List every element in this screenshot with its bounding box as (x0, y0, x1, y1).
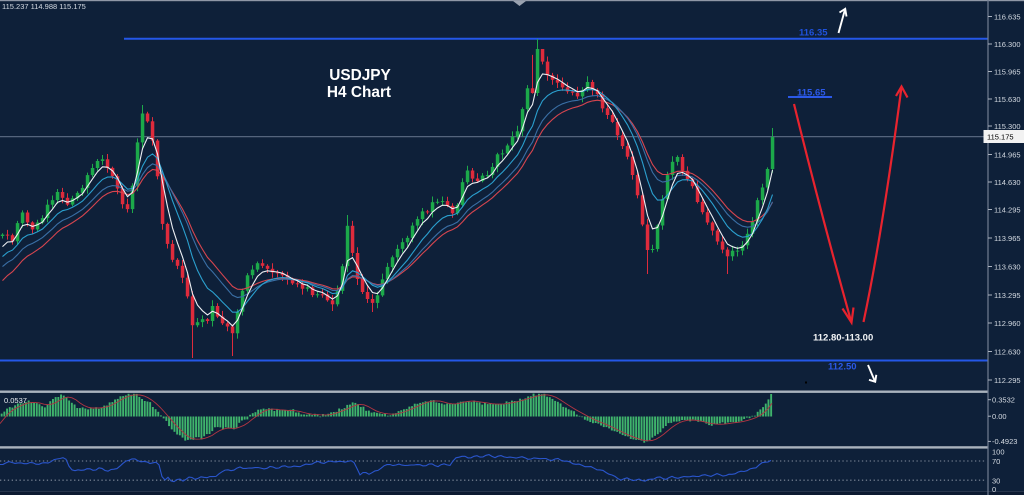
svg-text:114.965: 114.965 (994, 150, 1021, 159)
svg-text:113.965: 113.965 (994, 234, 1021, 243)
svg-text:115.965: 115.965 (994, 67, 1021, 76)
svg-text:116.300: 116.300 (994, 40, 1021, 49)
svg-text:30: 30 (992, 477, 1000, 486)
svg-text:114.295: 114.295 (994, 205, 1021, 214)
svg-text:115.237 114.988 115.175: 115.237 114.988 115.175 (2, 2, 86, 11)
svg-text:112.80-113.00: 112.80-113.00 (813, 333, 873, 344)
svg-text:114.630: 114.630 (994, 178, 1021, 187)
svg-text:112.295: 112.295 (994, 376, 1021, 385)
svg-text:116.35: 116.35 (799, 28, 828, 39)
svg-text:113.630: 113.630 (994, 262, 1021, 271)
svg-text:H4 Chart: H4 Chart (327, 84, 391, 101)
svg-text:-0.4923: -0.4923 (992, 437, 1017, 446)
svg-text:0.0537: 0.0537 (4, 396, 27, 405)
svg-text:112.50: 112.50 (828, 362, 857, 373)
svg-text:0.00: 0.00 (992, 412, 1007, 421)
svg-text:USDJPY: USDJPY (329, 67, 391, 84)
svg-text:115.65: 115.65 (797, 88, 826, 99)
svg-text:115.300: 115.300 (994, 122, 1021, 131)
svg-text:116.635: 116.635 (994, 12, 1021, 21)
svg-text:0.3532: 0.3532 (992, 396, 1015, 405)
svg-text:113.295: 113.295 (994, 291, 1021, 300)
svg-text:112.960: 112.960 (994, 319, 1021, 328)
svg-text:0: 0 (992, 485, 996, 494)
svg-text:100: 100 (992, 448, 1005, 457)
svg-text:112.630: 112.630 (994, 347, 1021, 356)
svg-text:115.175: 115.175 (987, 133, 1014, 142)
svg-text:115.630: 115.630 (994, 95, 1021, 104)
svg-text:70: 70 (992, 457, 1000, 466)
